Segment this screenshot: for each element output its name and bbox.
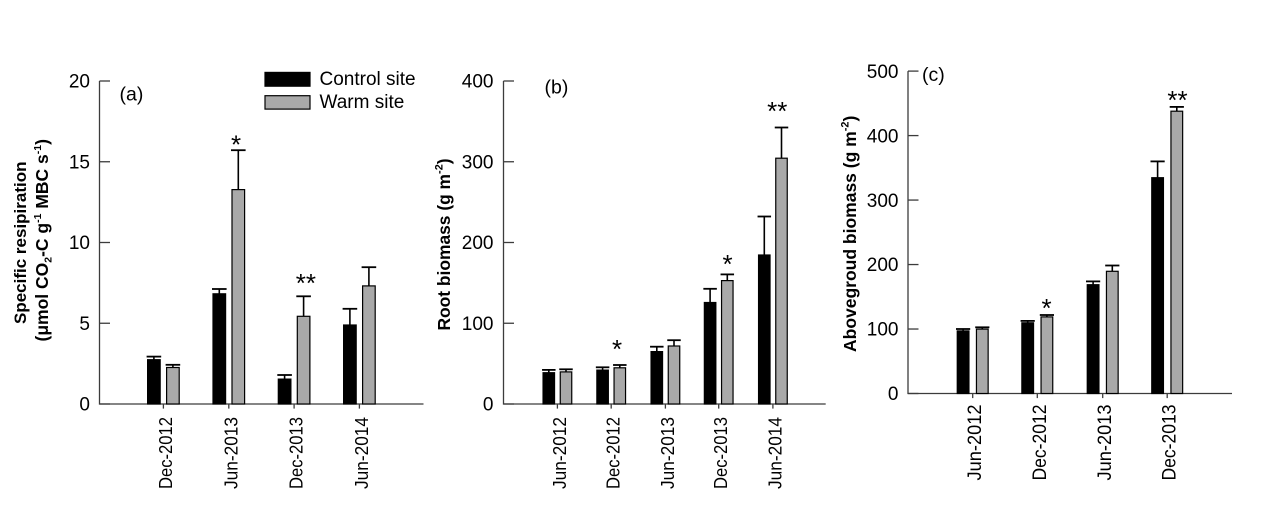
svg-text:400: 400 bbox=[462, 72, 494, 93]
svg-text:Abovegroud biomass (g m-2): Abovegroud biomass (g m-2) bbox=[840, 116, 861, 352]
svg-text:200: 200 bbox=[867, 255, 899, 276]
svg-text:Jun-2013: Jun-2013 bbox=[221, 417, 241, 489]
svg-text:Jun-2014: Jun-2014 bbox=[765, 417, 785, 489]
svg-text:200: 200 bbox=[462, 233, 494, 254]
svg-text:15: 15 bbox=[69, 152, 90, 173]
svg-text:400: 400 bbox=[867, 126, 899, 147]
svg-text:Dec-2013: Dec-2013 bbox=[287, 417, 307, 489]
svg-text:**: ** bbox=[767, 96, 787, 126]
svg-text:100: 100 bbox=[867, 320, 899, 341]
svg-text:(c): (c) bbox=[922, 64, 945, 86]
svg-text:Jun-2012: Jun-2012 bbox=[965, 405, 986, 481]
svg-text:Jun-2013: Jun-2013 bbox=[658, 417, 678, 489]
svg-text:**: ** bbox=[296, 268, 316, 298]
svg-text:Root biomass (g m-2): Root biomass (g m-2) bbox=[434, 158, 455, 330]
svg-text:0: 0 bbox=[483, 395, 494, 416]
svg-text:500: 500 bbox=[867, 62, 899, 83]
svg-text:300: 300 bbox=[867, 191, 899, 212]
svg-text:(b): (b) bbox=[545, 77, 569, 99]
svg-text:(μmol CO2-C g-1 MBC s-1): (μmol CO2-C g-1 MBC s-1) bbox=[32, 139, 55, 341]
svg-text:Jun-2014: Jun-2014 bbox=[352, 417, 372, 489]
svg-text:*: * bbox=[231, 129, 241, 159]
svg-text:Dec-2013: Dec-2013 bbox=[711, 417, 731, 489]
svg-text:10: 10 bbox=[69, 233, 90, 254]
svg-text:Specific resipiration: Specific resipiration bbox=[11, 162, 30, 325]
svg-text:20: 20 bbox=[69, 72, 90, 93]
svg-text:5: 5 bbox=[79, 314, 90, 335]
svg-text:Warm site: Warm site bbox=[320, 92, 405, 113]
svg-text:Jun-2013: Jun-2013 bbox=[1095, 405, 1116, 481]
svg-text:*: * bbox=[612, 334, 622, 364]
svg-text:Control site: Control site bbox=[320, 69, 416, 90]
svg-text:300: 300 bbox=[462, 152, 494, 173]
svg-text:0: 0 bbox=[888, 384, 899, 405]
svg-text:*: * bbox=[1041, 293, 1051, 323]
svg-text:Jun-2012: Jun-2012 bbox=[550, 417, 570, 489]
svg-text:Dec-2013: Dec-2013 bbox=[1160, 405, 1181, 481]
svg-text:**: ** bbox=[1167, 85, 1187, 115]
svg-text:*: * bbox=[722, 249, 732, 279]
svg-text:(a): (a) bbox=[120, 84, 144, 106]
svg-text:100: 100 bbox=[462, 314, 494, 335]
svg-text:Dec-2012: Dec-2012 bbox=[156, 417, 176, 489]
svg-text:Dec-2012: Dec-2012 bbox=[1030, 405, 1051, 481]
svg-text:Dec-2012: Dec-2012 bbox=[604, 417, 624, 489]
svg-text:0: 0 bbox=[79, 395, 90, 416]
